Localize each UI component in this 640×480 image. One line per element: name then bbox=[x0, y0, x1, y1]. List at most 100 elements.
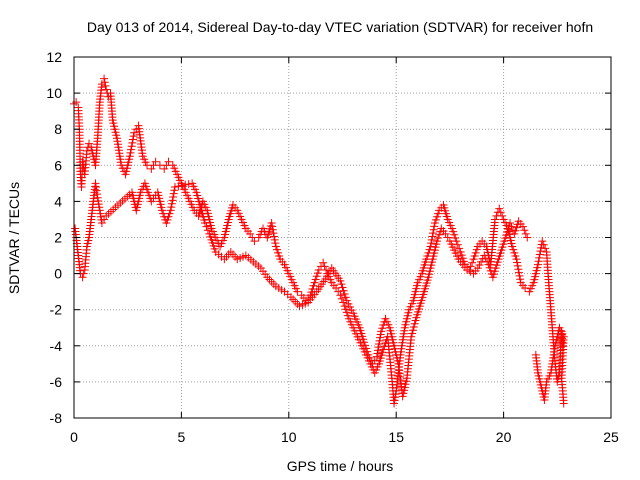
data-point bbox=[100, 215, 109, 224]
x-tick-label: 20 bbox=[496, 429, 512, 445]
data-point bbox=[164, 157, 173, 166]
data-point bbox=[126, 148, 135, 157]
y-tick-label: 12 bbox=[46, 49, 62, 65]
data-point bbox=[92, 182, 101, 191]
data-point bbox=[167, 199, 176, 208]
data-point bbox=[535, 253, 544, 262]
data-point bbox=[319, 258, 328, 267]
data-point bbox=[496, 208, 505, 217]
y-axis-label: SDTVAR / TECUs bbox=[6, 182, 22, 294]
data-point bbox=[246, 229, 255, 238]
data-point bbox=[168, 196, 177, 205]
data-point bbox=[521, 284, 530, 293]
data-point bbox=[514, 268, 523, 277]
y-tick-label: 8 bbox=[54, 121, 62, 137]
axis-ticks bbox=[73, 56, 612, 419]
data-point bbox=[523, 233, 532, 242]
data-point bbox=[93, 190, 102, 199]
data-point bbox=[160, 164, 169, 173]
data-point bbox=[441, 229, 450, 238]
x-tick-label: 5 bbox=[178, 429, 186, 445]
data-point bbox=[97, 219, 106, 228]
data-point bbox=[513, 261, 522, 270]
data-point bbox=[177, 181, 186, 190]
data-point bbox=[293, 299, 302, 308]
data-point bbox=[518, 222, 527, 231]
data-points bbox=[70, 74, 568, 408]
data-point bbox=[512, 255, 521, 264]
data-point bbox=[521, 229, 530, 238]
y-tick-label: -2 bbox=[50, 302, 63, 318]
data-point bbox=[314, 265, 323, 274]
data-point bbox=[541, 244, 550, 253]
data-point bbox=[269, 279, 278, 288]
grid-lines bbox=[74, 57, 611, 418]
data-point bbox=[515, 271, 524, 280]
y-tick-label: 10 bbox=[46, 85, 62, 101]
data-point bbox=[270, 232, 279, 241]
data-point bbox=[533, 260, 542, 269]
data-point bbox=[271, 239, 280, 248]
data-point bbox=[491, 215, 500, 224]
data-point bbox=[72, 98, 81, 107]
y-tick-label: -8 bbox=[50, 410, 63, 426]
data-point bbox=[129, 132, 138, 141]
y-tick-label: -4 bbox=[50, 338, 63, 354]
data-point bbox=[250, 237, 259, 246]
data-point bbox=[339, 286, 348, 295]
data-point bbox=[270, 235, 279, 244]
data-point bbox=[534, 257, 543, 266]
data-point bbox=[320, 262, 329, 271]
data-point bbox=[370, 356, 379, 365]
data-point bbox=[336, 291, 345, 300]
data-point bbox=[201, 219, 210, 228]
data-point bbox=[426, 242, 435, 251]
data-point bbox=[101, 81, 110, 90]
data-point bbox=[336, 276, 345, 285]
data-point bbox=[166, 206, 175, 215]
y-tick-label: -6 bbox=[50, 374, 63, 390]
x-tick-label: 10 bbox=[281, 429, 297, 445]
data-point bbox=[289, 295, 298, 304]
data-point bbox=[468, 258, 477, 267]
data-point bbox=[130, 128, 139, 137]
data-point bbox=[337, 280, 346, 289]
data-point bbox=[128, 135, 137, 144]
data-point bbox=[341, 293, 350, 302]
data-point bbox=[429, 229, 438, 238]
data-point bbox=[408, 326, 417, 335]
data-point bbox=[455, 244, 464, 253]
data-point bbox=[78, 273, 87, 282]
data-point bbox=[184, 180, 193, 189]
data-point bbox=[428, 232, 437, 241]
data-point bbox=[513, 258, 522, 267]
data-point bbox=[293, 287, 302, 296]
data-point bbox=[466, 267, 475, 276]
data-point bbox=[514, 265, 523, 274]
data-point bbox=[339, 298, 348, 307]
y-tick-label: 4 bbox=[54, 193, 62, 209]
data-point bbox=[520, 226, 529, 235]
data-point bbox=[506, 219, 515, 228]
data-point bbox=[338, 283, 347, 292]
data-point bbox=[539, 240, 548, 249]
data-point bbox=[151, 157, 160, 166]
data-point bbox=[443, 233, 452, 242]
data-point bbox=[265, 275, 274, 284]
data-point bbox=[337, 294, 346, 303]
data-point bbox=[202, 222, 211, 231]
data-point bbox=[269, 229, 278, 238]
data-point bbox=[167, 203, 176, 212]
data-point bbox=[102, 85, 111, 94]
data-point bbox=[100, 74, 109, 83]
data-point bbox=[82, 146, 91, 155]
data-point bbox=[535, 250, 544, 259]
tick-labels: 0 5 10 15 20 25 -8 -6 -4 -2 0 2 4 6 8 10 12 bbox=[46, 49, 619, 445]
y-tick-label: 0 bbox=[54, 266, 62, 282]
data-point bbox=[463, 265, 472, 274]
data-point bbox=[267, 219, 276, 228]
data-point bbox=[427, 239, 436, 248]
data-point bbox=[268, 222, 277, 231]
x-tick-label: 25 bbox=[603, 429, 619, 445]
data-point bbox=[507, 222, 516, 231]
